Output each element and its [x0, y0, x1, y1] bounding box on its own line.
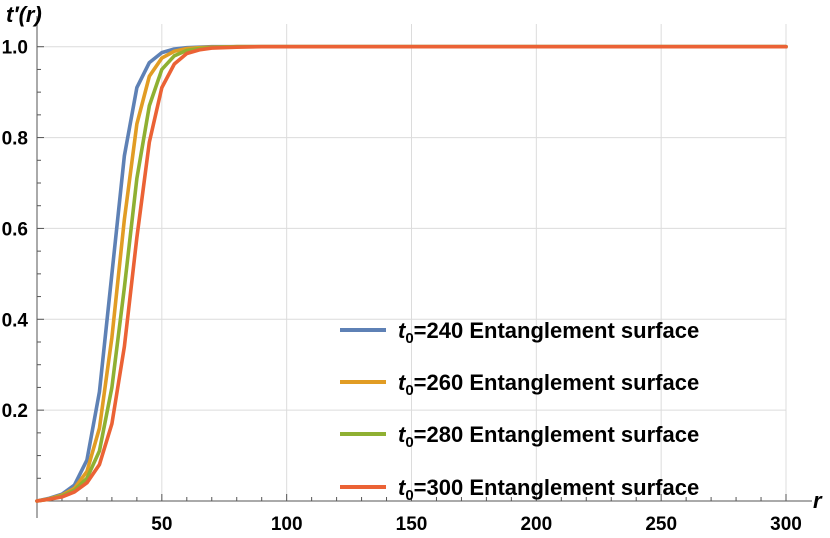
x-axis-label: r — [813, 488, 823, 513]
x-tick-label: 50 — [151, 514, 172, 535]
legend-label-1: t0=240 Entanglement surface — [398, 318, 699, 347]
x-tick-label: 300 — [770, 514, 802, 535]
x-tick-label: 150 — [396, 514, 428, 535]
y-tick-label: 0.4 — [2, 310, 29, 331]
y-axis-label: t′(r) — [6, 2, 42, 27]
legend-label-2: t0=260 Entanglement surface — [398, 370, 699, 399]
x-tick-label: 250 — [645, 514, 677, 535]
y-tick-label: 0.6 — [2, 219, 28, 240]
axes — [36, 16, 812, 518]
legend: t0=240 Entanglement surface t0=260 Entang… — [340, 318, 699, 504]
legend-label-3: t0=280 Entanglement surface — [398, 422, 699, 451]
legend-label-4: t0=300 Entanglement surface — [398, 475, 699, 504]
x-tick-label: 100 — [271, 514, 303, 535]
y-tick-label: 0.8 — [2, 129, 28, 150]
series-lines — [35, 44, 788, 503]
series-line-4 — [35, 44, 788, 503]
y-tick-label: 1.0 — [2, 38, 28, 59]
axis-ticks: 50 100 150 200 250 300 0.2 0.4 0.6 0.8 1.0 — [2, 38, 802, 535]
x-tick-label: 200 — [520, 514, 552, 535]
grid-lines — [37, 24, 787, 501]
y-tick-label: 0.2 — [2, 401, 28, 422]
